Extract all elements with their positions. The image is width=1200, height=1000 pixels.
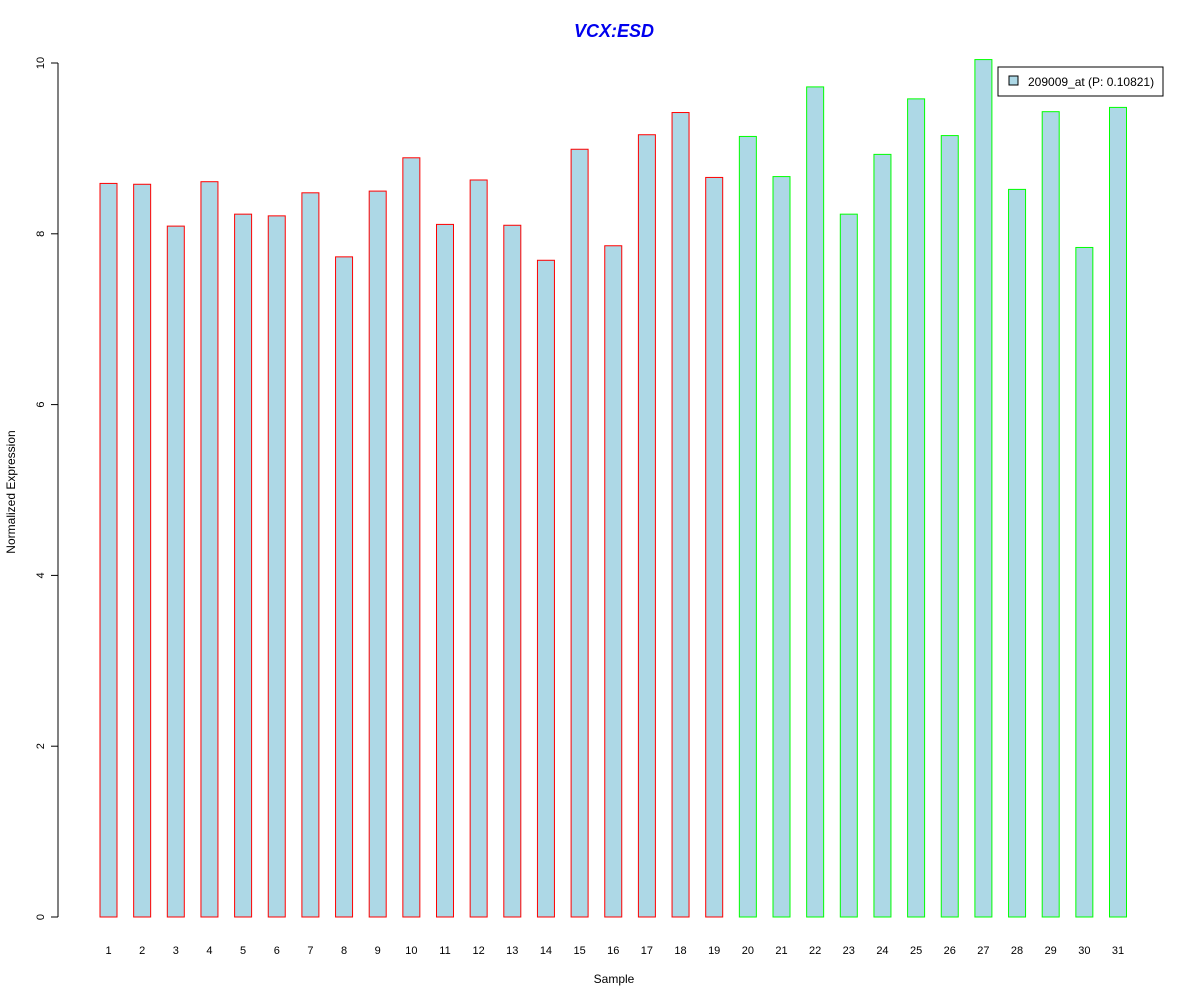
bar-sample-30 [1075,246,1094,918]
y-tick-label: 10 [35,57,47,69]
legend: 209009_at (P: 0.10821) [997,66,1164,97]
x-tick-label: 6 [274,945,280,957]
x-tick-label: 16 [607,945,619,957]
bar-sample-28 [1008,188,1027,918]
x-tick-label: 21 [775,945,787,957]
bar-sample-13 [503,224,522,918]
legend-swatch [1008,75,1019,86]
chart-title: VCX:ESD [574,21,654,41]
bar-sample-7 [301,192,320,918]
x-tick-label: 3 [173,945,179,957]
x-tick-label: 19 [708,945,720,957]
bar-sample-2 [133,183,152,918]
bar-sample-5 [234,213,253,918]
bar-sample-26 [940,135,959,918]
x-tick-label: 24 [876,945,888,957]
x-tick-label: 22 [809,945,821,957]
bar-sample-11 [436,223,454,918]
x-tick-label: 25 [910,945,922,957]
bar-sample-1 [99,182,118,918]
bar-sample-18 [671,112,690,918]
y-tick-label: 2 [35,743,47,749]
bar-sample-4 [200,181,219,918]
x-tick-label: 5 [240,945,246,957]
y-tick-label: 4 [35,572,47,578]
bar-sample-16 [604,245,623,918]
bar-sample-10 [402,157,421,918]
x-tick-label: 8 [341,945,347,957]
x-tick-label: 1 [105,945,111,957]
bar-sample-29 [1041,111,1060,918]
bar-sample-9 [368,190,387,918]
x-tick-labels: 1 2 3 4 5 6 7 8 9 10 11 12 13 14 15 16 17 18 19 20 21 22 23 24 2… [105,945,1124,957]
x-tick-label: 23 [843,945,855,957]
x-tick-label: 4 [206,945,212,957]
bar-sample-8 [335,256,354,918]
x-tick-label: 7 [307,945,313,957]
bar-sample-27 [974,59,993,918]
bar-sample-6 [267,215,286,918]
x-tick-label: 31 [1112,945,1124,957]
bar-sample-3 [166,225,185,918]
x-tick-label: 12 [473,945,485,957]
x-tick-label: 26 [944,945,956,957]
bar-sample-15 [570,148,589,918]
bar-sample-17 [637,134,656,918]
x-tick-label: 18 [674,945,686,957]
bars [99,59,1127,918]
bar-sample-20 [738,135,757,918]
x-tick-label: 11 [439,945,450,957]
x-tick-label: 13 [506,945,518,957]
legend-label: 209009_at (P: 0.10821) [1028,75,1154,89]
bar-sample-21 [772,176,791,918]
bar-sample-12 [469,179,488,918]
y-tick-label: 0 [35,914,47,920]
x-tick-label: 20 [742,945,754,957]
x-axis-label: Sample [594,972,635,986]
x-tick-label: 27 [977,945,989,957]
legend-box [997,66,1164,97]
bar-sample-25 [907,98,926,918]
bar-sample-23 [839,213,858,918]
y-ticks: 0 2 4 6 8 10 [35,57,58,920]
x-tick-label: 30 [1078,945,1090,957]
bar-sample-22 [806,86,825,918]
x-tick-label: 14 [540,945,552,957]
x-tick-label: 9 [375,945,381,957]
x-tick-label: 17 [641,945,653,957]
x-tick-label: 29 [1045,945,1057,957]
bar-sample-14 [536,259,555,918]
bar-sample-24 [873,153,892,918]
x-tick-label: 15 [573,945,585,957]
bar-sample-19 [705,176,724,918]
x-tick-label: 2 [139,945,145,957]
x-tick-label: 10 [405,945,417,957]
y-tick-label: 8 [35,231,47,237]
x-tick-label: 28 [1011,945,1023,957]
bar-sample-31 [1109,106,1127,918]
y-tick-label: 6 [35,402,47,408]
y-axis-label: Normalized Expression [4,430,18,553]
